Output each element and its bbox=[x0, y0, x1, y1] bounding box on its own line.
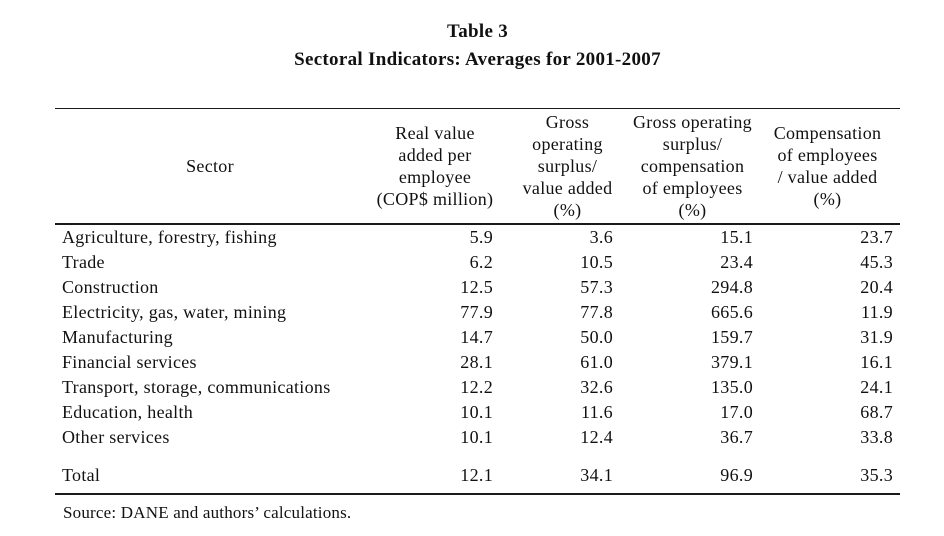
column-header-gos-value-added: Gross operating surplus/ value added (%) bbox=[505, 108, 630, 225]
value-cell: 33.8 bbox=[860, 427, 893, 447]
value-cell: 20.4 bbox=[860, 277, 893, 297]
value-cell: 68.7 bbox=[860, 402, 893, 422]
column-header-real-value-added: Real value added per employee (COP$ mill… bbox=[365, 108, 505, 225]
total-value-cell: 35.3 bbox=[755, 450, 900, 495]
table-title-block: Table 3 Sectoral Indicators: Averages fo… bbox=[55, 20, 900, 72]
sector-cell: Education, health bbox=[62, 402, 194, 422]
value-cell: 12.4 bbox=[580, 427, 613, 447]
sector-cell: Manufacturing bbox=[62, 327, 173, 347]
value-cell: 11.9 bbox=[860, 302, 893, 322]
value-cell: 379.1 bbox=[711, 352, 753, 372]
total-value-cell: 12.1 bbox=[365, 450, 505, 495]
value-cell: 36.7 bbox=[720, 427, 753, 447]
sector-cell: Agriculture, forestry, fishing bbox=[62, 227, 277, 247]
value-cell: 23.4 bbox=[720, 252, 753, 272]
table-header: Sector Real value added per employee (CO… bbox=[55, 108, 900, 225]
document-page: Table 3 Sectoral Indicators: Averages fo… bbox=[0, 20, 944, 536]
value-cell: 61.0 bbox=[580, 352, 613, 372]
value-cell: 3.6 bbox=[589, 227, 613, 247]
value-cell: 12.5 bbox=[460, 277, 493, 297]
value-cell: 135.0 bbox=[711, 377, 753, 397]
table-row: Education, health 10.1 11.6 17.0 68.7 bbox=[55, 400, 900, 425]
column-header-gos-compensation: Gross operating surplus/ compensation of… bbox=[630, 108, 755, 225]
table-caption: Sectoral Indicators: Averages for 2001-2… bbox=[294, 49, 661, 70]
sector-cell: Financial services bbox=[62, 352, 197, 372]
value-cell: 28.1 bbox=[460, 352, 493, 372]
column-header-sector: Sector bbox=[55, 108, 365, 225]
table-number: Table 3 bbox=[446, 21, 509, 42]
value-cell: 11.6 bbox=[580, 402, 613, 422]
value-cell: 77.8 bbox=[580, 302, 613, 322]
table-row: Manufacturing 14.7 50.0 159.7 31.9 bbox=[55, 325, 900, 350]
value-cell: 32.6 bbox=[580, 377, 613, 397]
value-cell: 294.8 bbox=[711, 277, 753, 297]
value-cell: 14.7 bbox=[460, 327, 493, 347]
value-cell: 5.9 bbox=[469, 227, 493, 247]
header-row: Sector Real value added per employee (CO… bbox=[55, 108, 900, 225]
sector-cell: Transport, storage, communications bbox=[62, 377, 331, 397]
sector-cell: Construction bbox=[62, 277, 159, 297]
value-cell: 57.3 bbox=[580, 277, 613, 297]
value-cell: 15.1 bbox=[720, 227, 753, 247]
sector-cell: Other services bbox=[62, 427, 170, 447]
sector-cell: Electricity, gas, water, mining bbox=[62, 302, 287, 322]
value-cell: 23.7 bbox=[860, 227, 893, 247]
total-value-cell: 96.9 bbox=[630, 450, 755, 495]
table-row: Trade 6.2 10.5 23.4 45.3 bbox=[55, 250, 900, 275]
value-cell: 50.0 bbox=[580, 327, 613, 347]
table-row: Other services 10.1 12.4 36.7 33.8 bbox=[55, 425, 900, 450]
value-cell: 6.2 bbox=[469, 252, 493, 272]
value-cell: 159.7 bbox=[711, 327, 753, 347]
value-cell: 45.3 bbox=[860, 252, 893, 272]
value-cell: 31.9 bbox=[860, 327, 893, 347]
value-cell: 17.0 bbox=[720, 402, 753, 422]
value-cell: 77.9 bbox=[460, 302, 493, 322]
value-cell: 12.2 bbox=[460, 377, 493, 397]
value-cell: 665.6 bbox=[711, 302, 753, 322]
value-cell: 16.1 bbox=[860, 352, 893, 372]
total-label-cell: Total bbox=[55, 450, 365, 495]
table-row: Financial services 28.1 61.0 379.1 16.1 bbox=[55, 350, 900, 375]
table-row: Transport, storage, communications 12.2 … bbox=[55, 375, 900, 400]
sectoral-indicators-table: Sector Real value added per employee (CO… bbox=[55, 108, 900, 495]
total-value-cell: 34.1 bbox=[505, 450, 630, 495]
table-body: Agriculture, forestry, fishing 5.9 3.6 1… bbox=[55, 224, 900, 495]
table-row: Construction 12.5 57.3 294.8 20.4 bbox=[55, 275, 900, 300]
source-note: Source: DANE and authors’ calculations. bbox=[63, 503, 352, 522]
total-row: Total 12.1 34.1 96.9 35.3 bbox=[55, 450, 900, 495]
column-header-compensation-value-added: Compensation of employees / value added … bbox=[755, 108, 900, 225]
value-cell: 10.1 bbox=[460, 427, 493, 447]
value-cell: 10.5 bbox=[580, 252, 613, 272]
table-row: Agriculture, forestry, fishing 5.9 3.6 1… bbox=[55, 224, 900, 250]
value-cell: 10.1 bbox=[460, 402, 493, 422]
table-row: Electricity, gas, water, mining 77.9 77.… bbox=[55, 300, 900, 325]
sector-cell: Trade bbox=[62, 252, 105, 272]
value-cell: 24.1 bbox=[860, 377, 893, 397]
